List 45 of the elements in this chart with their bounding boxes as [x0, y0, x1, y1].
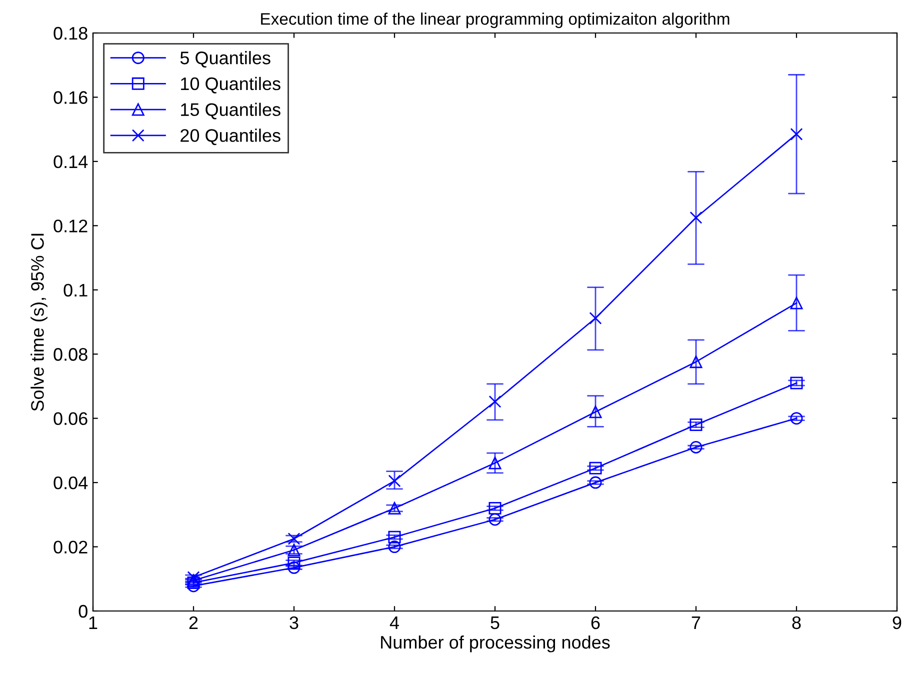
point [589, 462, 602, 474]
point [589, 312, 602, 324]
y-tick-label: 0.04 [54, 476, 88, 490]
y-axis-title: Solve time (s), 95% CI [30, 234, 48, 411]
point [790, 128, 803, 140]
y-tick-label: 0 [78, 604, 88, 618]
point [690, 440, 702, 454]
x-tick-label: 3 [290, 616, 298, 630]
legend-label: 5 Quantiles [180, 51, 270, 68]
point [488, 513, 502, 526]
x-tick-label: 5 [490, 616, 500, 630]
y-tick-label: 0.12 [54, 220, 88, 232]
y-tick-label: 0.16 [54, 91, 88, 104]
x-axis-title: Number of processing nodes [381, 635, 610, 652]
chart-title: Execution time of the linear programming optimizaiton algorithm [261, 12, 730, 28]
point [790, 376, 803, 390]
legend-label: 20 Quantiles [180, 128, 280, 146]
x-tick-label: 8 [792, 616, 801, 630]
legend-label: 15 Quantiles [181, 102, 280, 120]
y-tick-label: 0.02 [54, 540, 88, 554]
y-tick-label: 0.06 [54, 412, 88, 426]
x-tick-label: 2 [189, 616, 198, 629]
point [690, 356, 702, 368]
point [589, 476, 602, 489]
point [488, 502, 502, 514]
x-tick-label: 9 [892, 616, 902, 630]
point [388, 540, 401, 554]
x-tick-label: 6 [591, 616, 600, 630]
legend-label: 10 Quantiles [181, 76, 280, 94]
x-tick-label: 7 [692, 616, 700, 629]
point [790, 296, 803, 310]
point [589, 406, 602, 418]
x-tick-label: 1 [89, 616, 98, 629]
point [690, 418, 702, 432]
point [388, 530, 401, 544]
y-tick-label: 0.14 [54, 155, 88, 168]
point [488, 456, 502, 470]
y-tick-label: 0.18 [54, 26, 88, 40]
x-tick-label: 4 [390, 616, 399, 629]
y-tick-label: 0.1 [64, 284, 88, 297]
point [288, 556, 300, 570]
point [288, 532, 300, 545]
point [790, 412, 803, 425]
y-tick-label: 0.08 [54, 348, 88, 361]
point [388, 502, 401, 514]
